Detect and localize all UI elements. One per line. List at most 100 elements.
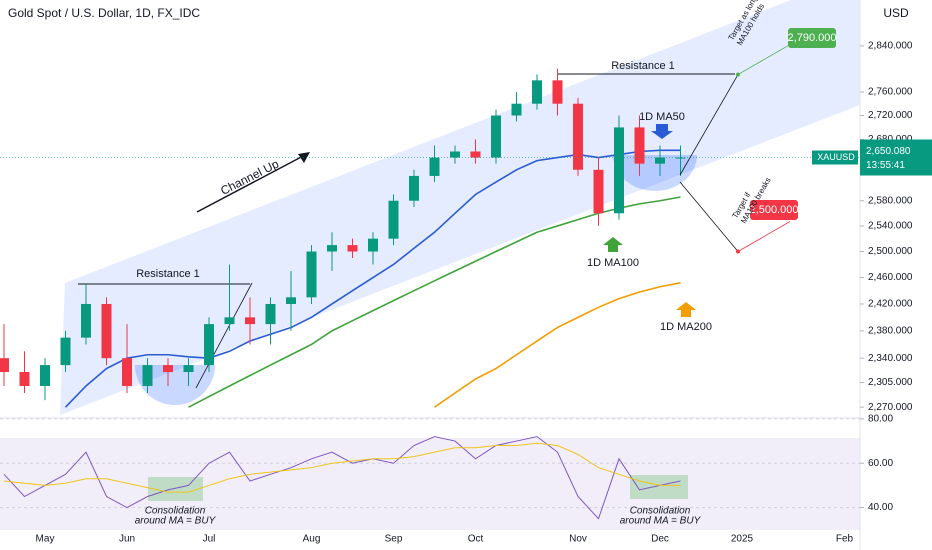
candle-body bbox=[388, 200, 399, 239]
symbol-box bbox=[812, 150, 858, 165]
candle-body bbox=[593, 169, 604, 214]
candle-body bbox=[491, 115, 501, 158]
bubble bbox=[613, 155, 697, 191]
x-tick-label: 2025 bbox=[731, 534, 754, 545]
target-path bbox=[679, 181, 739, 252]
currency: USD bbox=[883, 6, 909, 20]
target-tail bbox=[737, 221, 791, 252]
target-tail bbox=[737, 44, 791, 75]
target-dot bbox=[736, 72, 740, 77]
candle-body bbox=[409, 175, 419, 201]
y-tick-label: 40.00 bbox=[868, 502, 893, 513]
x-tick-label: May bbox=[36, 534, 55, 545]
x-tick-label: Sep bbox=[385, 534, 403, 545]
y-tick-label: 2,305.000 bbox=[868, 377, 913, 388]
ma200-arrow bbox=[676, 302, 696, 317]
candle-body bbox=[511, 103, 522, 116]
candle-body bbox=[163, 365, 173, 373]
y-tick-label: 2,380.000 bbox=[868, 325, 913, 336]
y-tick-label: 2,720.000 bbox=[868, 110, 913, 121]
symbol-label: XAUUSD bbox=[817, 152, 855, 162]
candle-body bbox=[675, 157, 686, 159]
candle-body bbox=[532, 80, 542, 104]
candle-body bbox=[470, 151, 481, 158]
candle-body bbox=[265, 303, 276, 325]
rsi-annotation: around MA = BUY bbox=[135, 516, 217, 527]
target-path bbox=[679, 74, 739, 176]
target-dot bbox=[736, 249, 740, 254]
ma50-arrow bbox=[651, 124, 673, 139]
y-tick-label: 2,270.000 bbox=[868, 402, 913, 413]
candle-body bbox=[183, 365, 194, 373]
bubble bbox=[135, 365, 215, 405]
candle-body bbox=[552, 80, 563, 104]
target-label: 2,790.000 bbox=[788, 32, 837, 44]
candle-body bbox=[0, 358, 9, 373]
ma-label: 1D MA50 bbox=[639, 111, 685, 123]
x-tick-label: Oct bbox=[468, 534, 484, 545]
ma100-arrow bbox=[603, 237, 623, 252]
candle-body bbox=[450, 151, 460, 158]
candle-body bbox=[40, 365, 50, 386]
y-tick-label: 2,420.000 bbox=[868, 299, 913, 310]
x-tick-label: Jul bbox=[203, 534, 216, 545]
x-tick-label: Aug bbox=[303, 534, 321, 545]
rsi-annotation: around MA = BUY bbox=[620, 516, 702, 527]
candle-body bbox=[429, 157, 440, 176]
candle-body bbox=[142, 365, 153, 386]
y-tick-label: 2,580.000 bbox=[868, 195, 913, 206]
candle-body bbox=[286, 297, 296, 304]
candle-body bbox=[122, 358, 132, 386]
y-tick-label: 2,840.000 bbox=[868, 41, 913, 52]
rsi-annotation: Consolidation bbox=[145, 506, 206, 517]
y-tick-label: 80.00 bbox=[868, 414, 893, 425]
trend-line bbox=[195, 282, 253, 389]
annotation: Resistance 1 bbox=[136, 268, 200, 280]
candle-body bbox=[306, 251, 317, 298]
candle-body bbox=[224, 317, 235, 325]
y-tick-label: 60.00 bbox=[868, 458, 893, 469]
series-line bbox=[3, 436, 681, 520]
candle-body bbox=[347, 245, 358, 252]
countdown-label: 13:55:41 bbox=[866, 160, 905, 171]
last-price-box bbox=[860, 139, 932, 176]
channel bbox=[60, 0, 860, 415]
candle-body bbox=[204, 324, 214, 366]
target-box bbox=[750, 200, 798, 220]
target-box bbox=[788, 28, 836, 48]
consolidation-box bbox=[630, 475, 688, 499]
y-tick-label: 2,460.000 bbox=[868, 272, 913, 283]
ma-label: 1D MA200 bbox=[660, 321, 712, 333]
x-tick-label: Nov bbox=[569, 534, 587, 545]
candle-body bbox=[81, 303, 91, 338]
x-tick-label: Feb bbox=[836, 534, 854, 545]
candle-body bbox=[60, 337, 71, 366]
ma-label: 1D MA100 bbox=[587, 257, 639, 269]
candle-body bbox=[368, 238, 378, 252]
series-line bbox=[434, 282, 681, 408]
y-tick-label: 2,340.000 bbox=[868, 353, 913, 364]
candle-body bbox=[245, 317, 255, 325]
y-tick-label: 2,540.000 bbox=[868, 221, 913, 232]
target-label: 2,500.000 bbox=[750, 204, 799, 216]
x-tick-label: Dec bbox=[651, 534, 669, 545]
chart-title: Gold Spot / U.S. Dollar, 1D, FX_IDC bbox=[8, 6, 200, 20]
candle-body bbox=[327, 245, 337, 252]
x-tick-label: Jun bbox=[119, 534, 135, 545]
consolidation-box bbox=[148, 477, 203, 501]
candle-body bbox=[614, 127, 624, 214]
annotation: Resistance 1 bbox=[611, 60, 675, 72]
candle-body bbox=[101, 303, 112, 359]
plot-area bbox=[0, 68, 686, 408]
channel-arrow bbox=[196, 154, 306, 213]
candle-body bbox=[19, 372, 30, 386]
candle-body bbox=[573, 103, 583, 170]
y-tick-label: 2,760.000 bbox=[868, 87, 913, 98]
series-line bbox=[3, 442, 681, 493]
rsi-annotation: Consolidation bbox=[630, 506, 691, 517]
y-tick-label: 2,500.000 bbox=[868, 246, 913, 257]
last-price-label: 2,650.080 bbox=[866, 146, 911, 157]
candle-body bbox=[655, 157, 665, 164]
